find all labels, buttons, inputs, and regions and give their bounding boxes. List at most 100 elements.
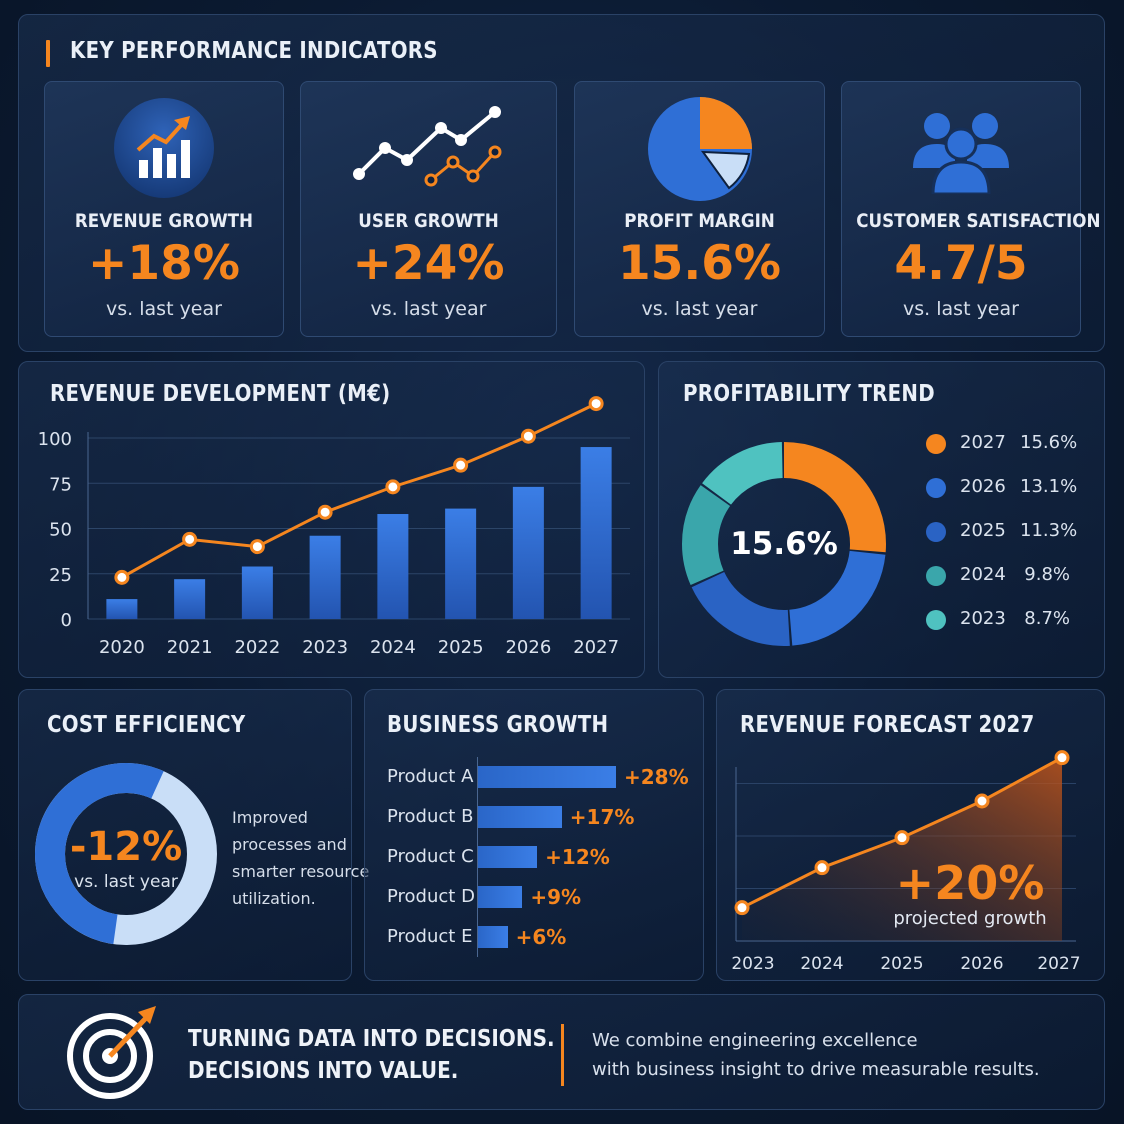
revenue-bar bbox=[580, 447, 612, 619]
cost-subtext: vs. last year bbox=[74, 872, 178, 892]
kpi-value: +18% bbox=[88, 236, 240, 291]
cost-description-line: Improved bbox=[232, 808, 308, 827]
kpi-title-accent bbox=[46, 40, 50, 67]
cost-description-line: utilization. bbox=[232, 889, 316, 908]
kpi-subtext: vs. last year bbox=[903, 298, 1019, 320]
legend-value: 8.7% bbox=[1024, 608, 1070, 629]
kpi-value: 15.6% bbox=[617, 236, 782, 291]
kpi-card-customer-satisfaction[interactable]: CUSTOMER SATISFACTION 4.7/5 vs. last yea… bbox=[841, 81, 1101, 337]
product-label: Product E bbox=[387, 926, 473, 947]
product-bar bbox=[478, 886, 523, 908]
cost-description-line: processes and bbox=[232, 835, 347, 854]
revenue-bar bbox=[377, 514, 409, 619]
revenue-bar bbox=[512, 486, 544, 619]
profitability-slice bbox=[682, 442, 886, 646]
legend-value: 9.8% bbox=[1024, 564, 1070, 585]
y-tick-label: 0 bbox=[61, 610, 72, 631]
kpi-subtext: vs. last year bbox=[370, 298, 487, 320]
kpi-card-profit-margin[interactable]: PROFIT MARGIN 15.6% vs. last year bbox=[574, 81, 825, 337]
revenue-line-point bbox=[249, 539, 265, 555]
legend-dot bbox=[926, 478, 946, 498]
forecast-point bbox=[974, 793, 990, 809]
kpi-title: KEY PERFORMANCE INDICATORS bbox=[70, 38, 438, 64]
line-chart-icon bbox=[349, 100, 509, 194]
x-tick-label: 2020 bbox=[99, 637, 145, 658]
bar-chart-growth-icon bbox=[112, 96, 216, 204]
kpi-label: CUSTOMER SATISFACTION bbox=[856, 210, 1101, 232]
revenue-bar bbox=[241, 566, 273, 619]
revenue-line-point bbox=[385, 479, 401, 495]
kpi-card-revenue-growth[interactable]: REVENUE GROWTH +18% vs. last year bbox=[44, 81, 284, 337]
profitability-slice bbox=[682, 442, 886, 646]
x-tick-label: 2023 bbox=[302, 637, 348, 658]
cost-ring-main bbox=[34, 763, 217, 945]
y-tick-label: 25 bbox=[49, 565, 72, 586]
y-tick-label: 75 bbox=[49, 474, 72, 495]
forecast-subtext: projected growth bbox=[893, 908, 1047, 929]
footer-text-2: with business insight to drive measurabl… bbox=[592, 1059, 1040, 1080]
profitability-center-value: 15.6% bbox=[730, 526, 838, 562]
legend-year: 2023 bbox=[960, 608, 1006, 629]
forecast-x-tick-label: 2024 bbox=[800, 954, 843, 974]
forecast-chart: 2023 2024 2025 2026 2027 bbox=[731, 750, 1081, 974]
kpi-label: USER GROWTH bbox=[358, 210, 499, 232]
forecast-value: +20% bbox=[895, 856, 1045, 910]
target-icon bbox=[62, 1002, 162, 1106]
legend-dot bbox=[926, 522, 946, 542]
product-bar bbox=[478, 806, 562, 828]
x-tick-label: 2022 bbox=[234, 637, 280, 658]
product-bar bbox=[478, 926, 508, 948]
forecast-x-tick-label: 2027 bbox=[1037, 954, 1080, 974]
x-tick-label: 2027 bbox=[573, 637, 619, 658]
x-tick-label: 2024 bbox=[370, 637, 416, 658]
legend-year: 2025 bbox=[960, 520, 1006, 541]
legend-year: 2027 bbox=[960, 432, 1006, 453]
profitability-title: PROFITABILITY TREND bbox=[683, 381, 935, 407]
revenue-line-point bbox=[317, 504, 333, 520]
pie-chart-icon bbox=[645, 94, 755, 208]
revenue-bar bbox=[309, 535, 341, 619]
product-value: +12% bbox=[545, 845, 610, 869]
product-bar bbox=[478, 766, 616, 788]
revenue-bar bbox=[106, 599, 138, 619]
legend-dot bbox=[926, 610, 946, 630]
x-tick-label: 2021 bbox=[167, 637, 213, 658]
forecast-x-tick-label: 2026 bbox=[960, 954, 1003, 974]
revenue-bar bbox=[445, 508, 477, 619]
y-tick-label: 50 bbox=[49, 520, 72, 541]
profitability-donut bbox=[682, 442, 886, 646]
cost-value: -12% bbox=[69, 824, 183, 870]
business-title: BUSINESS GROWTH bbox=[387, 712, 609, 738]
footer-headline-1: TURNING DATA INTO DECISIONS. bbox=[188, 1026, 555, 1052]
product-bar bbox=[478, 846, 538, 868]
forecast-x-tick-label: 2023 bbox=[731, 954, 774, 974]
product-label: Product B bbox=[387, 806, 474, 827]
revenue-line bbox=[121, 402, 597, 579]
forecast-point bbox=[814, 860, 830, 876]
product-value: +28% bbox=[624, 765, 689, 789]
revenue-line-point bbox=[453, 457, 469, 473]
legend-dot bbox=[926, 566, 946, 586]
revenue-line-point bbox=[520, 428, 536, 444]
business-panel bbox=[364, 689, 704, 981]
product-label: Product A bbox=[387, 766, 474, 787]
revenue-bar bbox=[174, 579, 206, 619]
users-group-icon bbox=[911, 104, 1011, 198]
product-label: Product C bbox=[387, 846, 474, 867]
legend-year: 2026 bbox=[960, 476, 1006, 497]
revenue-line-point bbox=[182, 531, 198, 547]
revenue-chart: 0 25 50 75 100 2020 2021 2022 2023 2024 2025 2026 20… bbox=[38, 396, 630, 658]
cost-title: COST EFFICIENCY bbox=[47, 712, 246, 738]
kpi-value: +24% bbox=[352, 236, 505, 291]
cost-description: Improved processes and smarter resource … bbox=[232, 804, 369, 912]
revenue-line-point bbox=[588, 396, 604, 412]
product-value: +17% bbox=[569, 805, 635, 829]
forecast-title: REVENUE FORECAST 2027 bbox=[740, 712, 1035, 738]
forecast-point bbox=[1054, 750, 1070, 766]
cost-description-line: smarter resource bbox=[232, 862, 370, 881]
kpi-card-user-growth[interactable]: USER GROWTH +24% vs. last year bbox=[300, 81, 557, 337]
legend-dot bbox=[926, 434, 946, 454]
legend-value: 11.3% bbox=[1020, 520, 1078, 541]
product-label: Product D bbox=[387, 886, 475, 907]
x-tick-label: 2026 bbox=[505, 637, 551, 658]
